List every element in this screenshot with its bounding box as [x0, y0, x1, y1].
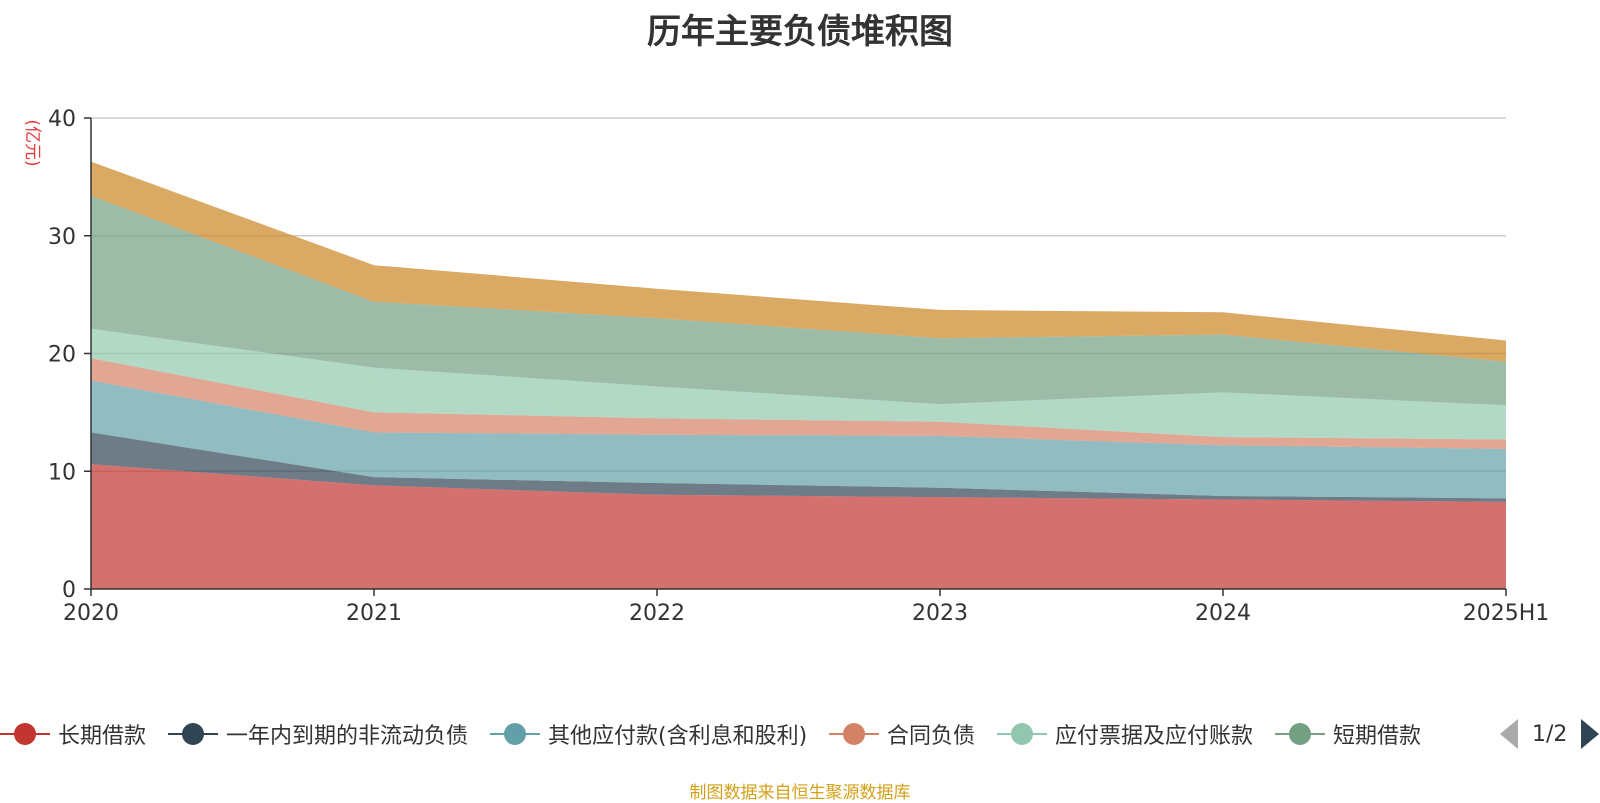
area-series-6[interactable]: [91, 195, 1506, 406]
legend-marker-icon: [0, 722, 50, 746]
chart-legend: 长期借款 一年内到期的非流动负债 其他应付款(含利息和股利) 合同负债 应付票据及应付账…: [0, 716, 1600, 752]
area-series-group: [91, 161, 1506, 589]
area-series-4[interactable]: [91, 358, 1506, 449]
axes: 0 10 20 30 40 2020 2021 2022 2023 2024 2025H1: [48, 107, 1549, 626]
triangle-right-icon[interactable]: [1581, 719, 1600, 749]
x-tick-label: 2021: [346, 601, 402, 626]
legend-item[interactable]: 短期借款: [1275, 716, 1421, 752]
y-tick-label: 20: [48, 343, 76, 368]
area-series-5[interactable]: [91, 328, 1506, 440]
legend-label: 一年内到期的非流动负债: [226, 724, 469, 749]
legend-item[interactable]: 合同负债: [829, 716, 975, 752]
legend-item[interactable]: 一年内到期的非流动负债: [168, 716, 468, 752]
legend-marker-icon: [1275, 722, 1325, 746]
legend-item[interactable]: 其他应付款(含利息和股利): [490, 716, 807, 752]
x-tick-label: 2020: [63, 601, 119, 626]
y-tick-label: 0: [62, 578, 76, 603]
legend-label: 合同负债: [887, 724, 976, 749]
x-tick-label: 2024: [1195, 601, 1251, 626]
legend-pager: 1/2: [1500, 716, 1600, 752]
y-tick-label: 40: [48, 107, 76, 132]
x-tick-label: 2025H1: [1463, 601, 1550, 626]
legend-item[interactable]: 长期借款: [0, 716, 146, 752]
data-source-note: 制图数据来自恒生聚源数据库: [689, 783, 911, 803]
legend-marker-icon: [829, 722, 879, 746]
legend-marker-icon: [997, 722, 1047, 746]
y-tick-label: 10: [48, 460, 76, 485]
legend-marker-icon: [168, 722, 218, 746]
y-axis-unit-label: (亿元): [22, 119, 42, 166]
area-series-7[interactable]: [91, 161, 1506, 362]
legend-label: 长期借款: [58, 724, 147, 749]
legend-label: 短期借款: [1333, 724, 1422, 749]
legend-marker-icon: [490, 722, 540, 746]
legend-label: 其他应付款(含利息和股利): [548, 724, 808, 749]
x-tick-label: 2022: [629, 601, 685, 626]
area-series-1[interactable]: [91, 464, 1506, 589]
legend-label: 应付票据及应付账款: [1055, 724, 1254, 749]
chart-title: 历年主要负债堆积图: [647, 12, 953, 52]
x-tick-label: 2023: [912, 601, 968, 626]
legend-item[interactable]: 应付票据及应付账款: [997, 716, 1253, 752]
area-series-3[interactable]: [91, 380, 1506, 499]
triangle-left-icon[interactable]: [1500, 719, 1518, 749]
area-series-2[interactable]: [91, 432, 1506, 502]
legend-page-indicator: 1/2: [1532, 721, 1568, 747]
y-tick-label: 30: [48, 225, 76, 250]
legend-items-viewport: 长期借款 一年内到期的非流动负债 其他应付款(含利息和股利) 合同负债 应付票据及应付账…: [0, 716, 1480, 752]
